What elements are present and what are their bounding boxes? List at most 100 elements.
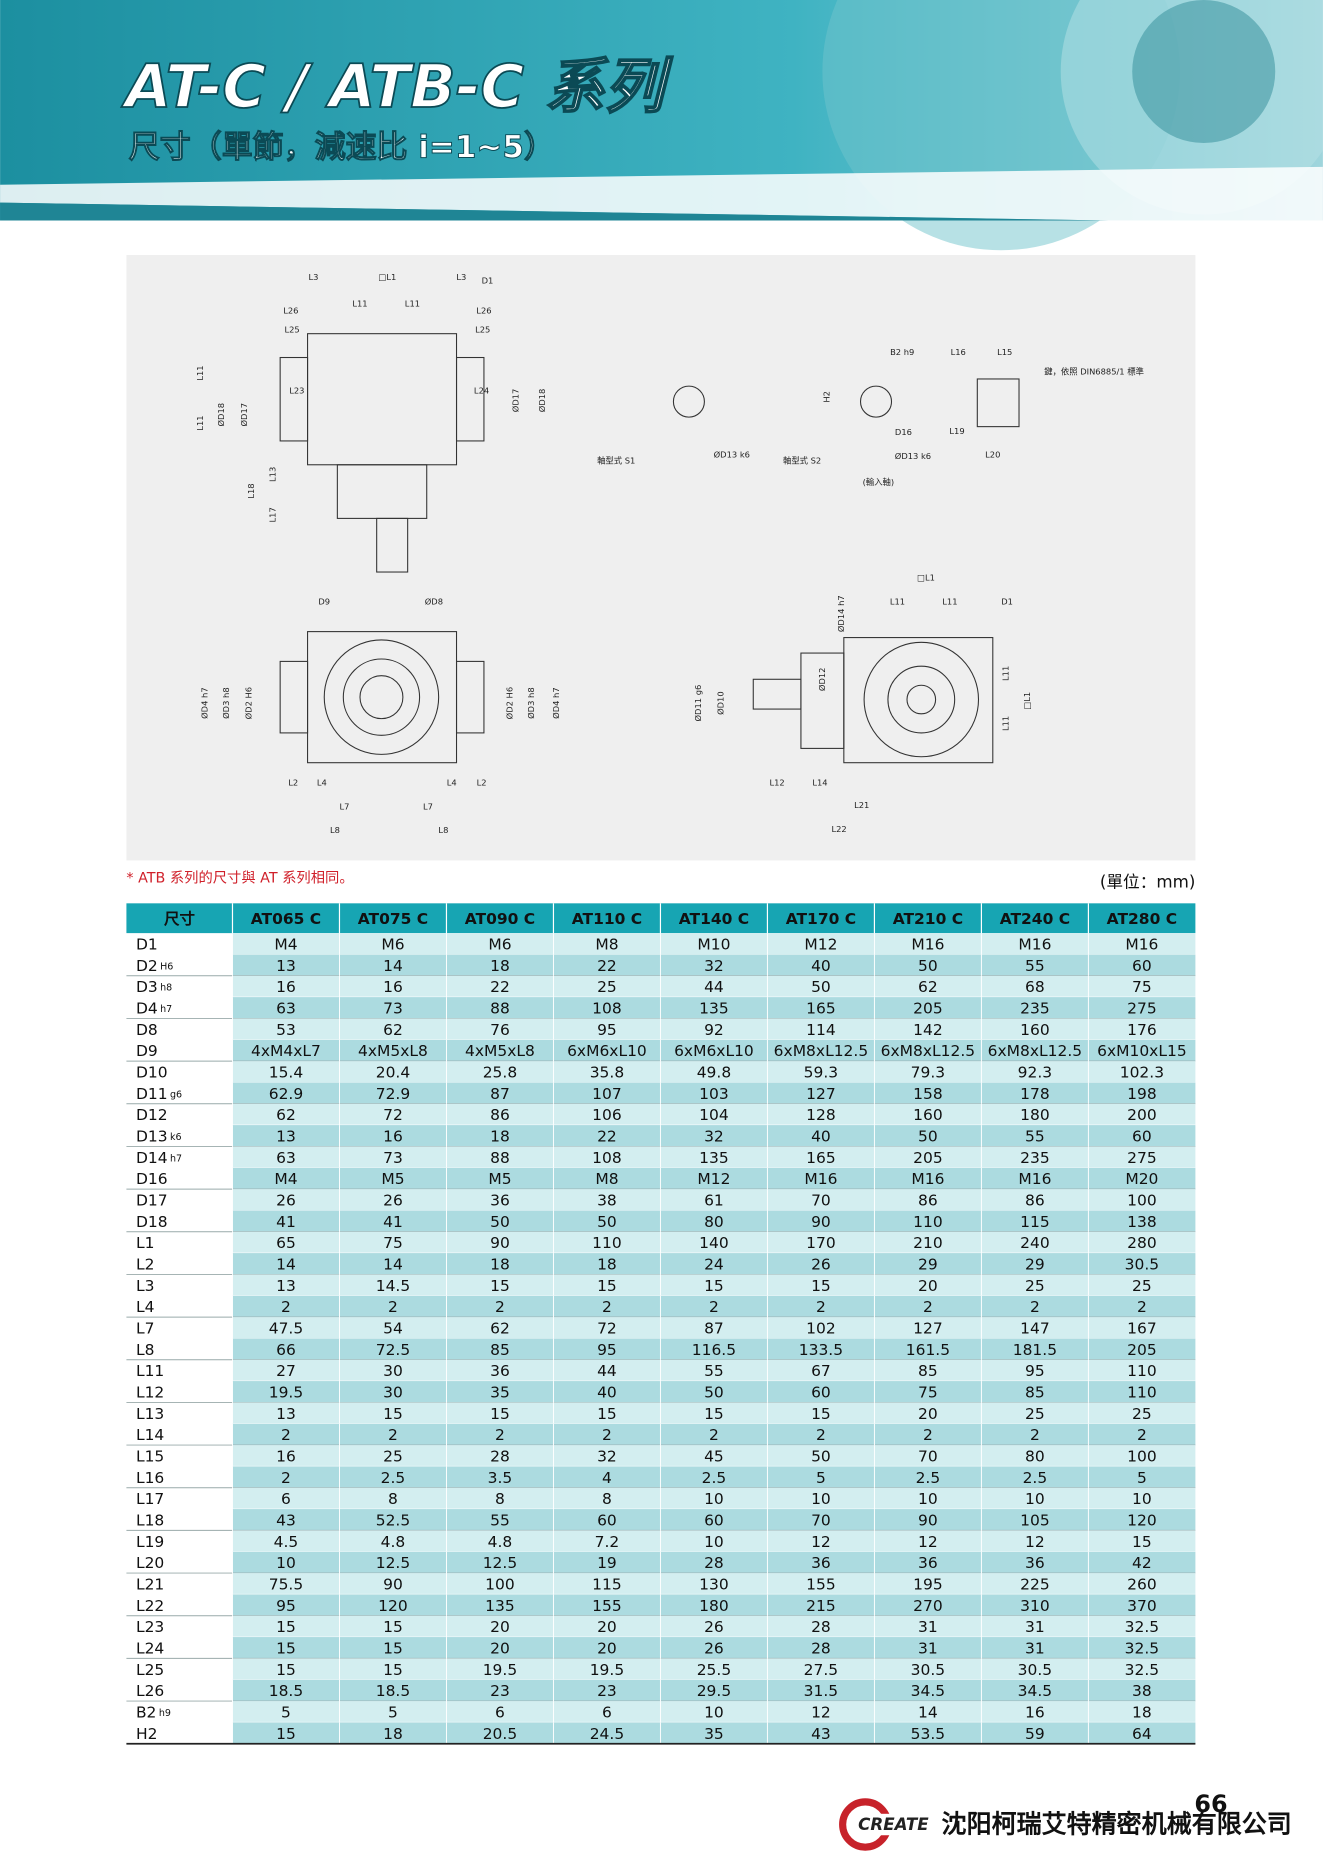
dimension-label: ØD4 h7 xyxy=(551,687,561,718)
cell: 36 xyxy=(490,1362,510,1380)
cell: 6 xyxy=(495,1703,505,1721)
cell: 106 xyxy=(592,1106,622,1124)
cell: 4xM5xL8 xyxy=(465,1042,535,1060)
header-cell: AT110 C xyxy=(572,910,642,928)
cell: 30.5 xyxy=(1125,1255,1159,1273)
cell: 20 xyxy=(597,1639,617,1657)
row-label: L20 xyxy=(136,1554,164,1572)
dimension-label: L2 xyxy=(477,777,487,787)
cell: 40 xyxy=(811,957,831,975)
cell: 100 xyxy=(1127,1447,1157,1465)
row-bg xyxy=(232,1189,1196,1211)
cell: 10 xyxy=(704,1490,724,1508)
row-label: D14 h7 xyxy=(136,1149,182,1167)
cell: 19.5 xyxy=(269,1383,303,1401)
cell: 87 xyxy=(704,1319,724,1337)
cell: 165 xyxy=(806,1149,836,1167)
dimension-label: L25 xyxy=(475,325,490,335)
cell: 12 xyxy=(811,1703,831,1721)
dimension-label: L11 xyxy=(405,298,420,308)
cell: 52.5 xyxy=(376,1511,410,1529)
cell: 72.9 xyxy=(376,1085,410,1103)
cell: 2 xyxy=(602,1426,612,1444)
row-bg xyxy=(232,1466,1196,1488)
cell: 25 xyxy=(1132,1277,1152,1295)
cell: 4 xyxy=(602,1469,612,1487)
cell: 12.5 xyxy=(376,1554,410,1572)
cell: 70 xyxy=(811,1191,831,1209)
cell: 15 xyxy=(490,1277,510,1295)
cell: 6 xyxy=(602,1703,612,1721)
cell: M16 xyxy=(1018,1170,1051,1188)
cell: 10 xyxy=(1132,1490,1152,1508)
cell: 15 xyxy=(276,1618,296,1636)
cell: M6 xyxy=(488,935,511,953)
cell: 88 xyxy=(490,999,510,1017)
cell: 275 xyxy=(1127,1149,1157,1167)
cell: 92 xyxy=(704,1021,724,1039)
cell: 115 xyxy=(1020,1213,1050,1231)
row-bg xyxy=(232,1274,1196,1296)
cell: 20 xyxy=(918,1277,938,1295)
dimension-label: H2 xyxy=(822,391,832,403)
cell: 130 xyxy=(699,1575,729,1593)
row-bg xyxy=(232,1061,1196,1083)
cell: 160 xyxy=(1020,1021,1050,1039)
cell: 165 xyxy=(806,999,836,1017)
cell: 75 xyxy=(383,1234,403,1252)
cell: 16 xyxy=(383,978,403,996)
footer xyxy=(839,1798,940,1851)
cell: 260 xyxy=(1127,1575,1157,1593)
cell: 31 xyxy=(918,1618,938,1636)
header-cell: AT075 C xyxy=(358,910,428,928)
row-bg xyxy=(232,1167,1196,1190)
row-label: L24 xyxy=(136,1639,164,1657)
header-cell: AT065 C xyxy=(251,910,321,928)
cell: 32.5 xyxy=(1125,1639,1159,1657)
dimension-label: ØD11 g6 xyxy=(693,685,703,722)
row-label: L3 xyxy=(136,1277,154,1295)
cell: 19.5 xyxy=(483,1661,517,1679)
cell: 32 xyxy=(597,1447,617,1465)
cell: 63 xyxy=(276,1149,296,1167)
cell: 31 xyxy=(1025,1639,1045,1657)
cell: 72 xyxy=(597,1319,617,1337)
cell: 105 xyxy=(1020,1511,1050,1529)
cell: 133.5 xyxy=(799,1341,843,1359)
row-label: D3 h8 xyxy=(136,978,172,996)
cell: 8 xyxy=(602,1490,612,1508)
cell: 128 xyxy=(806,1106,836,1124)
cell: 60 xyxy=(1132,957,1152,975)
cell: 28 xyxy=(811,1618,831,1636)
row-label: D9 xyxy=(136,1042,158,1060)
dimension-label: L7 xyxy=(423,801,433,811)
cell: 26 xyxy=(276,1191,296,1209)
tolerance: H6 xyxy=(160,961,173,972)
cell: 26 xyxy=(383,1191,403,1209)
cell: 53 xyxy=(276,1021,296,1039)
cell: 14 xyxy=(383,957,403,975)
cell: 24.5 xyxy=(590,1725,624,1743)
cell: 87 xyxy=(490,1085,510,1103)
row-bg xyxy=(232,1125,1196,1147)
cell: 176 xyxy=(1127,1021,1157,1039)
dimension-label: L7 xyxy=(340,801,350,811)
cell: 108 xyxy=(592,999,622,1017)
cell: 2 xyxy=(923,1426,933,1444)
dimension-label: ØD13 k6 xyxy=(895,451,931,461)
cell: 70 xyxy=(918,1447,938,1465)
cell: M20 xyxy=(1125,1170,1158,1188)
dimension-label: L11 xyxy=(1000,716,1010,731)
drawing-labels: L3 □L1 L3 D1 L26 L11 L11 L26 L25 L25 L11 L11 ØD18 ØD1… xyxy=(195,272,1144,835)
cell: 138 xyxy=(1127,1213,1157,1231)
cell: M12 xyxy=(804,935,837,953)
dimension-label: L8 xyxy=(438,825,448,835)
cell: 73 xyxy=(383,1149,403,1167)
cell: 95 xyxy=(276,1597,296,1615)
cell: 25 xyxy=(1025,1405,1045,1423)
cell: 32 xyxy=(704,957,724,975)
cell: 135 xyxy=(485,1597,515,1615)
cell: 2.5 xyxy=(1023,1469,1048,1487)
cell: 18.5 xyxy=(376,1682,410,1700)
row-bg xyxy=(232,1231,1196,1254)
